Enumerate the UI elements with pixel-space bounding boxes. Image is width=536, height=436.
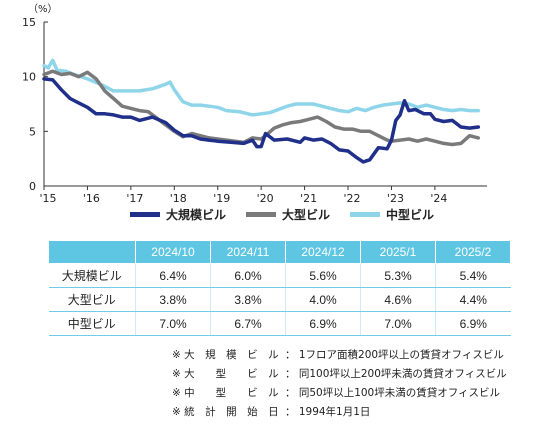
table-header-cell: 2024/10 <box>135 240 211 264</box>
y-tick-label: 15 <box>22 16 36 29</box>
legend-item-large: 大型ビル <box>246 206 330 223</box>
x-tick-label: '22 <box>344 192 361 205</box>
footnote-key: ※ 大 規 模 ビ ル <box>172 349 279 361</box>
table-header-cell: 2024/11 <box>210 240 286 264</box>
table-cell: 6.0% <box>210 263 286 288</box>
table-cell: 6.9% <box>435 311 511 336</box>
series-line-medium <box>42 58 481 117</box>
table-cell: 6.9% <box>285 311 361 336</box>
table-cell: 5.3% <box>360 263 436 288</box>
chart-axes: 0 5 10 15 '15 '16 '17 '18 '19 '20 '21 '22 '23 '24 <box>22 16 487 205</box>
table-row: 大型ビル 3.8% 3.8% 4.0% 4.6% 4.4% <box>48 287 511 312</box>
table-cell: 4.0% <box>285 287 361 312</box>
table-row: 中型ビル 7.0% 6.7% 6.9% 7.0% 6.9% <box>48 311 511 336</box>
table-header-row: 2024/10 2024/11 2024/12 2025/1 2025/2 <box>48 240 511 264</box>
footnotes: ※ 大 規 模 ビ ル ： 1フロア面積200坪以上の賃貸オフィスビル ※ 大 … <box>172 346 507 422</box>
legend-swatch-large <box>246 212 277 217</box>
table-row-label: 中型ビル <box>48 311 136 336</box>
footnote-key: ※ 中 型 ビ ル <box>172 387 279 399</box>
table-row-label: 大規模ビル <box>48 263 136 288</box>
table-cell: 5.4% <box>435 263 511 288</box>
y-tick-label: 0 <box>29 180 36 193</box>
footnote-value: ： 同50坪以上100坪未満の賃貸オフィスビル <box>285 387 501 399</box>
x-tick-label: '16 <box>83 192 100 205</box>
table-cell: 3.8% <box>210 287 286 312</box>
table-row-label: 大型ビル <box>48 287 136 312</box>
legend-label-medium: 中型ビル <box>386 208 435 222</box>
footnote: ※ 中 型 ビ ル ： 同50坪以上100坪未満の賃貸オフィスビル <box>172 384 507 403</box>
table-cell: 6.7% <box>210 311 286 336</box>
x-tick-label: '15 <box>39 192 56 205</box>
table-cell: 6.4% <box>135 263 211 288</box>
table-corner-cell <box>48 240 136 264</box>
y-unit-label: （%） <box>28 3 58 15</box>
table-header-cell: 2024/12 <box>285 240 361 264</box>
legend-swatch-medium <box>350 212 381 217</box>
footnote-value: ： 1フロア面積200坪以上の賃貸オフィスビル <box>285 349 504 361</box>
legend-item-large-scale: 大規模ビル <box>130 206 226 223</box>
footnote-key: ※ 大 型 ビ ル <box>172 368 279 380</box>
legend-label-large-scale: 大規模ビル <box>166 208 227 222</box>
footnote: ※ 大 型 ビ ル ： 同100坪以上200坪未満の賃貸オフィスビル <box>172 365 507 384</box>
x-tick-label: '19 <box>213 192 230 205</box>
table-cell: 4.6% <box>360 287 436 312</box>
footnote: ※ 統 計 開 始 日 ： 1994年1月1日 <box>172 403 507 422</box>
legend-item-medium: 中型ビル <box>350 206 434 223</box>
vacancy-rate-line-chart: （%） 0 5 10 15 '15 '16 '17 '18 '19 '20 '21 '22 '23 '24 <box>22 3 487 205</box>
footnote-value: ： 1994年1月1日 <box>285 406 371 418</box>
legend-swatch-large-scale <box>130 212 160 217</box>
table-header-cell: 2025/2 <box>435 240 511 264</box>
x-tick-label: '17 <box>126 192 143 205</box>
legend-label-large: 大型ビル <box>282 208 331 222</box>
chart-series-lines <box>42 58 481 164</box>
series-line-large-scale <box>42 77 481 164</box>
table-row: 大規模ビル 6.4% 6.0% 5.6% 5.3% 5.4% <box>48 263 511 288</box>
y-tick-label: 10 <box>22 71 36 84</box>
table-cell: 3.8% <box>135 287 211 312</box>
x-tick-label: '21 <box>300 192 317 205</box>
table-cell: 7.0% <box>360 311 436 336</box>
x-tick-label: '18 <box>170 192 187 205</box>
footnote-key: ※ 統 計 開 始 日 <box>172 406 279 418</box>
y-tick-label: 5 <box>29 125 36 138</box>
x-tick-label: '23 <box>387 192 404 205</box>
table-cell: 5.6% <box>285 263 361 288</box>
footnote-value: ： 同100坪以上200坪未満の賃貸オフィスビル <box>285 368 507 380</box>
x-tick-label: '20 <box>257 192 274 205</box>
x-tick-label: '24 <box>430 192 447 205</box>
table-cell: 7.0% <box>135 311 211 336</box>
series-line-large <box>42 69 481 147</box>
vacancy-rate-table: 2024/10 2024/11 2024/12 2025/1 2025/2 大規… <box>48 240 511 336</box>
chart-legend: 大規模ビル 大型ビル 中型ビル <box>130 206 434 223</box>
table-header-cell: 2025/1 <box>360 240 436 264</box>
footnote: ※ 大 規 模 ビ ル ： 1フロア面積200坪以上の賃貸オフィスビル <box>172 346 507 365</box>
table-cell: 4.4% <box>435 287 511 312</box>
